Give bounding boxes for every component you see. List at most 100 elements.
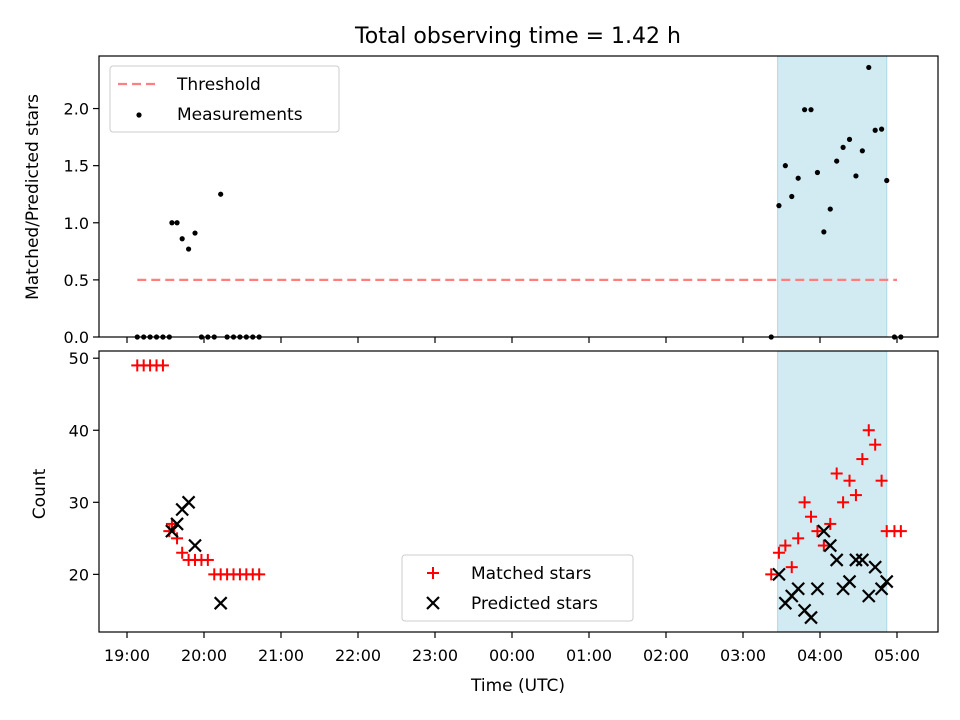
legend-matched-swatch — [427, 567, 439, 579]
measurement-point — [795, 175, 801, 181]
measurement-point — [814, 169, 821, 176]
bottom-xtick-label: 03:00 — [720, 646, 766, 665]
bottom-xtick-label: 02:00 — [643, 646, 689, 665]
bottom-panel: 20 30 40 50 19:00 20:00 21:00 22:00 23:00 00:00 0… — [30, 349, 939, 696]
top-frame — [98, 55, 939, 338]
measurement-point — [218, 191, 224, 197]
bottom-xlabel: Time (UTC) — [470, 676, 565, 696]
measurement-point — [827, 206, 833, 212]
matched-star-point — [201, 553, 214, 566]
predicted-star-point — [874, 581, 889, 596]
top-ytick-label: 0.0 — [64, 328, 89, 347]
measurement-point — [884, 177, 890, 184]
top-panel: 0.00.51.01.52.0 Matched/Predicted stars … — [23, 55, 939, 347]
matched-star-point — [811, 525, 824, 538]
matched-star-point — [843, 474, 856, 487]
predicted-star-point — [170, 517, 184, 531]
bottom-legend-box — [401, 554, 634, 622]
bottom-xtick-label: 19:00 — [104, 646, 150, 665]
measurement-point — [186, 246, 192, 252]
measurement-point — [789, 193, 795, 200]
matched-star-point — [875, 474, 888, 487]
measurement-point — [192, 230, 198, 236]
top-ytick-label: 0.5 — [64, 271, 89, 290]
bottom-ytick-label: 20 — [69, 565, 89, 584]
predicted-star-point — [181, 495, 196, 510]
bottom-ytick-label: 40 — [69, 421, 89, 440]
predicted-star-point — [842, 574, 857, 589]
matched-star-point — [894, 525, 907, 538]
legend-measurements-swatch — [136, 112, 142, 118]
legend-predicted-label: Predicted stars — [471, 594, 598, 614]
measurement-point — [169, 220, 175, 226]
predicted-star-point — [188, 538, 202, 553]
bottom-xtick-label: 00:00 — [489, 646, 535, 665]
predicted-star-point — [855, 553, 870, 567]
bottom-xtick-label: 04:00 — [797, 646, 843, 665]
measurement-point — [859, 148, 865, 154]
measurement-point — [872, 127, 878, 133]
measurement-point — [840, 144, 846, 150]
bottom-frame — [98, 350, 939, 633]
predicted-star-point — [804, 610, 818, 625]
measurement-point — [821, 229, 827, 235]
matched-star-point — [862, 424, 875, 437]
matched-star-point — [253, 568, 266, 581]
legend-measurements-label: Measurements — [177, 105, 303, 125]
matched-star-point — [772, 546, 785, 559]
measurement-point — [776, 203, 782, 209]
matched-star-point — [171, 532, 184, 545]
matched-star-point — [869, 438, 882, 451]
measurement-point — [802, 107, 808, 113]
top-ytick-label: 2.0 — [64, 100, 89, 119]
predicted-star-point — [861, 589, 876, 603]
predicted-star-point — [868, 560, 882, 574]
bottom-ylabel: Count — [30, 468, 50, 519]
bottom-xtick-label: 05:00 — [874, 646, 920, 665]
chart-title: Total observing time = 1.42 h — [354, 24, 681, 49]
top-span — [777, 55, 888, 338]
bottom-xtick-label: 21:00 — [258, 646, 304, 665]
predicted-star-point — [849, 553, 863, 567]
bottom-xtick-label: 20:00 — [181, 646, 227, 665]
predicted-star-point — [817, 524, 831, 538]
predicted-star-point — [165, 524, 179, 538]
predicted-star-point — [772, 567, 786, 582]
matched-star-point — [805, 510, 818, 523]
predicted-star-point — [810, 581, 825, 596]
matched-star-point — [176, 546, 189, 559]
top-legend: Threshold Measurements — [109, 65, 340, 133]
predicted-star-point — [829, 553, 844, 567]
top-legend-box — [109, 65, 340, 133]
matched-star-point — [792, 532, 805, 545]
top-ytick-label: 1.5 — [64, 157, 89, 176]
measurement-point — [879, 126, 885, 132]
matched-star-point — [849, 489, 862, 502]
matched-star-point — [856, 453, 869, 466]
bottom-xtick-label: 01:00 — [566, 646, 612, 665]
legend-matched-label: Matched stars — [471, 564, 591, 584]
matched-star-point — [798, 496, 811, 509]
measurement-point — [834, 158, 840, 164]
measurement-point — [174, 220, 180, 226]
measurement-point — [179, 236, 185, 242]
predicted-star-point — [879, 574, 894, 589]
top-ylabel: Matched/Predicted stars — [23, 94, 43, 300]
measurement-point — [853, 173, 859, 179]
predicted-star-point — [791, 581, 805, 596]
measurement-point — [808, 107, 814, 113]
bottom-ytick-label: 50 — [69, 349, 89, 368]
bottom-span — [777, 350, 888, 633]
measurement-point — [866, 64, 872, 71]
bottom-ytick-label: 30 — [69, 493, 89, 512]
matched-star-point — [837, 496, 850, 509]
top-ytick-label: 1.0 — [64, 214, 89, 233]
matched-star-point — [830, 467, 843, 480]
matched-star-point — [817, 539, 830, 552]
bottom-xtick-label: 22:00 — [335, 646, 381, 665]
predicted-star-point — [213, 596, 228, 610]
matched-star-point — [785, 561, 798, 574]
legend-predicted-swatch — [426, 596, 440, 610]
measurement-point — [846, 136, 853, 142]
matched-star-point — [765, 568, 778, 581]
